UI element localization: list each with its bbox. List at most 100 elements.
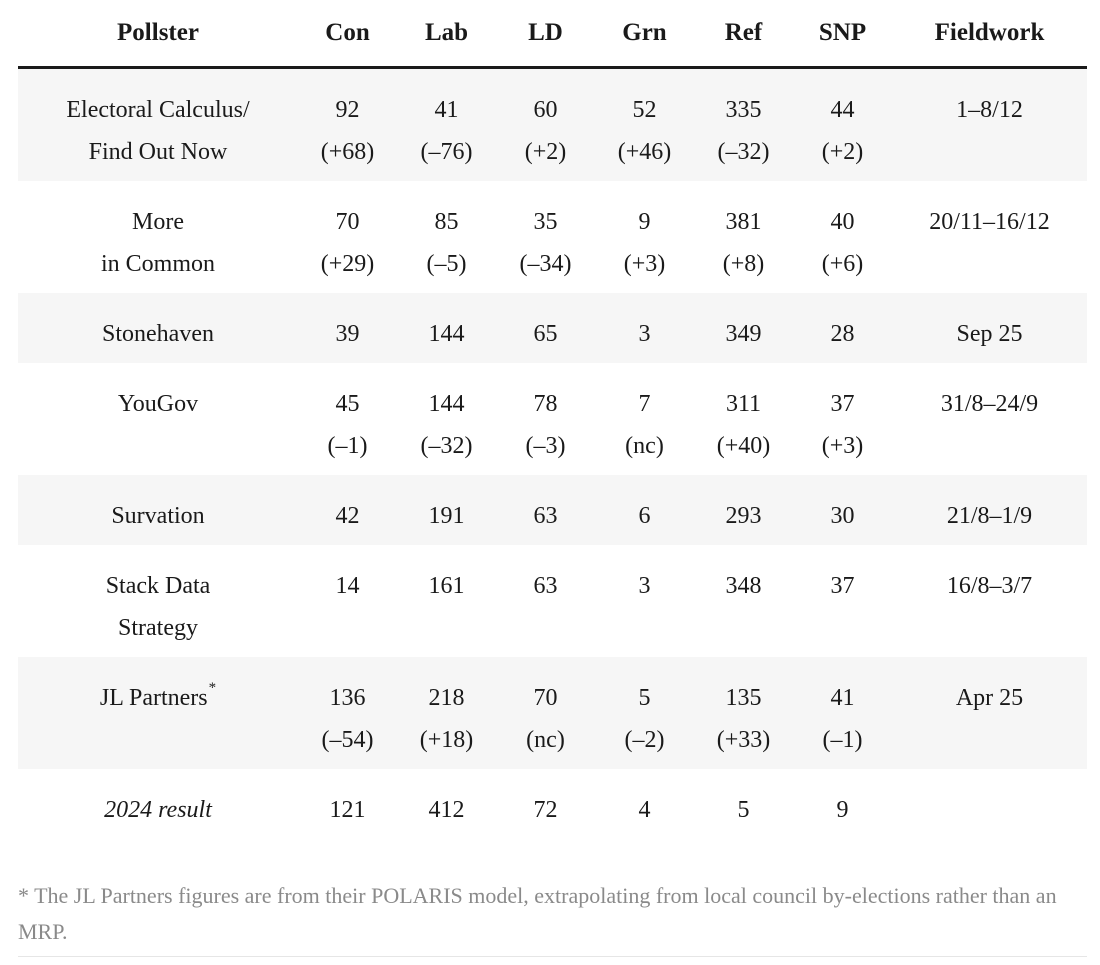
seat-value: 44 xyxy=(830,97,855,123)
seat-change: (+18) xyxy=(419,727,474,753)
pollster-name-line: YouGov xyxy=(117,391,199,417)
pollster-name: JL Partners xyxy=(99,685,208,711)
ref-cell: 135 (+33) xyxy=(694,657,793,769)
lab-cell: 191 xyxy=(397,475,496,545)
pollster-cell: More in Common xyxy=(18,181,298,293)
seat-value: 41 xyxy=(434,97,459,123)
table-row: JL Partners* 136 (–54) 218 (+18) 70 (nc)… xyxy=(18,657,1087,769)
lab-cell: 85 (–5) xyxy=(397,181,496,293)
seat-change: (+6) xyxy=(821,251,864,277)
mrp-table-container: Pollster Con Lab LD Grn Ref SNP Fieldwor… xyxy=(18,0,1087,839)
seat-value: 144 xyxy=(428,391,465,417)
lab-cell: 144 (–32) xyxy=(397,363,496,475)
grn-cell: 3 xyxy=(638,573,651,599)
con-cell: 39 xyxy=(298,293,397,363)
pollster-name-line: Find Out Now xyxy=(88,139,228,165)
seat-change: (–2) xyxy=(624,727,665,753)
lab-cell: 412 xyxy=(428,797,465,823)
pollster-name-line: Stonehaven xyxy=(102,321,214,347)
snp-cell: 37 (+3) xyxy=(793,363,892,475)
result-label: 2024 result xyxy=(104,797,212,823)
seat-value: 37 xyxy=(830,391,855,417)
con-cell: 136 (–54) xyxy=(298,657,397,769)
seat-change: (+2) xyxy=(524,139,567,165)
seat-change: (–1) xyxy=(822,727,863,753)
seat-value: 52 xyxy=(632,97,657,123)
seat-change: (+2) xyxy=(821,139,864,165)
pollster-name-line: JL Partners* xyxy=(18,677,298,719)
seat-change: (+33) xyxy=(716,727,771,753)
table-row: Stonehaven 39 144 65 3 349 28 Sep 25 xyxy=(18,293,1087,363)
lab-cell: 41 (–76) xyxy=(397,67,496,181)
seat-value: 7 xyxy=(638,391,651,417)
footnote-marker: * xyxy=(208,680,217,696)
seat-value: 9 xyxy=(638,209,651,235)
seat-value: 78 xyxy=(533,391,558,417)
ld-cell: 72 xyxy=(533,797,558,823)
seat-change: (–34) xyxy=(519,251,572,277)
header-fieldwork: Fieldwork xyxy=(892,0,1087,69)
ld-cell: 78 (–3) xyxy=(496,363,595,475)
seat-value: 40 xyxy=(830,209,855,235)
fieldwork-cell: 20/11–16/12 xyxy=(929,209,1050,235)
fieldwork-cell: 21/8–1/9 xyxy=(892,475,1087,545)
seat-change: (+3) xyxy=(821,433,864,459)
table-row: YouGov 45 (–1) 144 (–32) 78 (–3) 7 (nc) xyxy=(18,363,1087,475)
fieldwork-cell: 31/8–24/9 xyxy=(940,391,1039,417)
pollster-name-line: Electoral Calculus/ xyxy=(66,97,250,123)
snp-cell: 40 (+6) xyxy=(793,181,892,293)
snp-cell: 28 xyxy=(793,293,892,363)
pollster-cell: Stonehaven xyxy=(18,293,298,363)
table-footnote: * The JL Partners figures are from their… xyxy=(18,878,1087,957)
fieldwork-cell: 16/8–3/7 xyxy=(946,573,1033,599)
seat-value: 381 xyxy=(725,209,762,235)
ref-cell: 381 (+8) xyxy=(694,181,793,293)
ref-cell: 5 xyxy=(737,797,750,823)
seat-value: 136 xyxy=(329,685,366,711)
header-ld: LD xyxy=(496,0,595,69)
seat-change: (+8) xyxy=(722,251,765,277)
seat-value: 311 xyxy=(725,391,762,417)
fieldwork-cell: Apr 25 xyxy=(892,657,1087,769)
snp-cell: 30 xyxy=(793,475,892,545)
snp-cell: 44 (+2) xyxy=(793,67,892,181)
ld-cell: 60 (+2) xyxy=(496,67,595,181)
snp-cell: 37 xyxy=(830,573,855,599)
header-snp: SNP xyxy=(793,0,892,69)
pollster-name-line: in Common xyxy=(100,251,215,277)
pollster-cell: 2024 result xyxy=(18,769,298,839)
lab-cell: 218 (+18) xyxy=(397,657,496,769)
seat-value: 45 xyxy=(335,391,360,417)
seat-change: (–76) xyxy=(420,139,473,165)
pollster-cell: Electoral Calculus/ Find Out Now xyxy=(18,67,298,181)
ref-cell: 293 xyxy=(694,475,793,545)
mrp-seat-projection-table: Pollster Con Lab LD Grn Ref SNP Fieldwor… xyxy=(18,0,1087,839)
ld-cell: 35 (–34) xyxy=(496,181,595,293)
seat-value: 218 xyxy=(428,685,465,711)
con-cell: 45 (–1) xyxy=(298,363,397,475)
snp-cell: 41 (–1) xyxy=(793,657,892,769)
grn-cell: 4 xyxy=(638,797,651,823)
grn-cell: 5 (–2) xyxy=(595,657,694,769)
seat-change: (–32) xyxy=(420,433,473,459)
grn-cell: 7 (nc) xyxy=(595,363,694,475)
snp-cell: 9 xyxy=(836,797,849,823)
seat-change: (+3) xyxy=(623,251,666,277)
ref-cell: 348 xyxy=(725,573,762,599)
seat-change: (nc) xyxy=(526,727,565,753)
ref-cell: 349 xyxy=(694,293,793,363)
header-grn: Grn xyxy=(595,0,694,69)
seat-value: 5 xyxy=(638,685,651,711)
seat-value: 70 xyxy=(335,209,360,235)
header-con: Con xyxy=(298,0,397,69)
ref-cell: 311 (+40) xyxy=(694,363,793,475)
seat-value: 35 xyxy=(533,209,558,235)
seat-change: (–1) xyxy=(327,433,368,459)
grn-cell: 9 (+3) xyxy=(595,181,694,293)
grn-cell: 3 xyxy=(595,293,694,363)
pollster-cell: Stack Data Strategy xyxy=(18,545,298,657)
seat-value: 85 xyxy=(434,209,459,235)
grn-cell: 6 xyxy=(595,475,694,545)
lab-cell: 161 xyxy=(428,573,465,599)
seat-change: (+68) xyxy=(320,139,375,165)
